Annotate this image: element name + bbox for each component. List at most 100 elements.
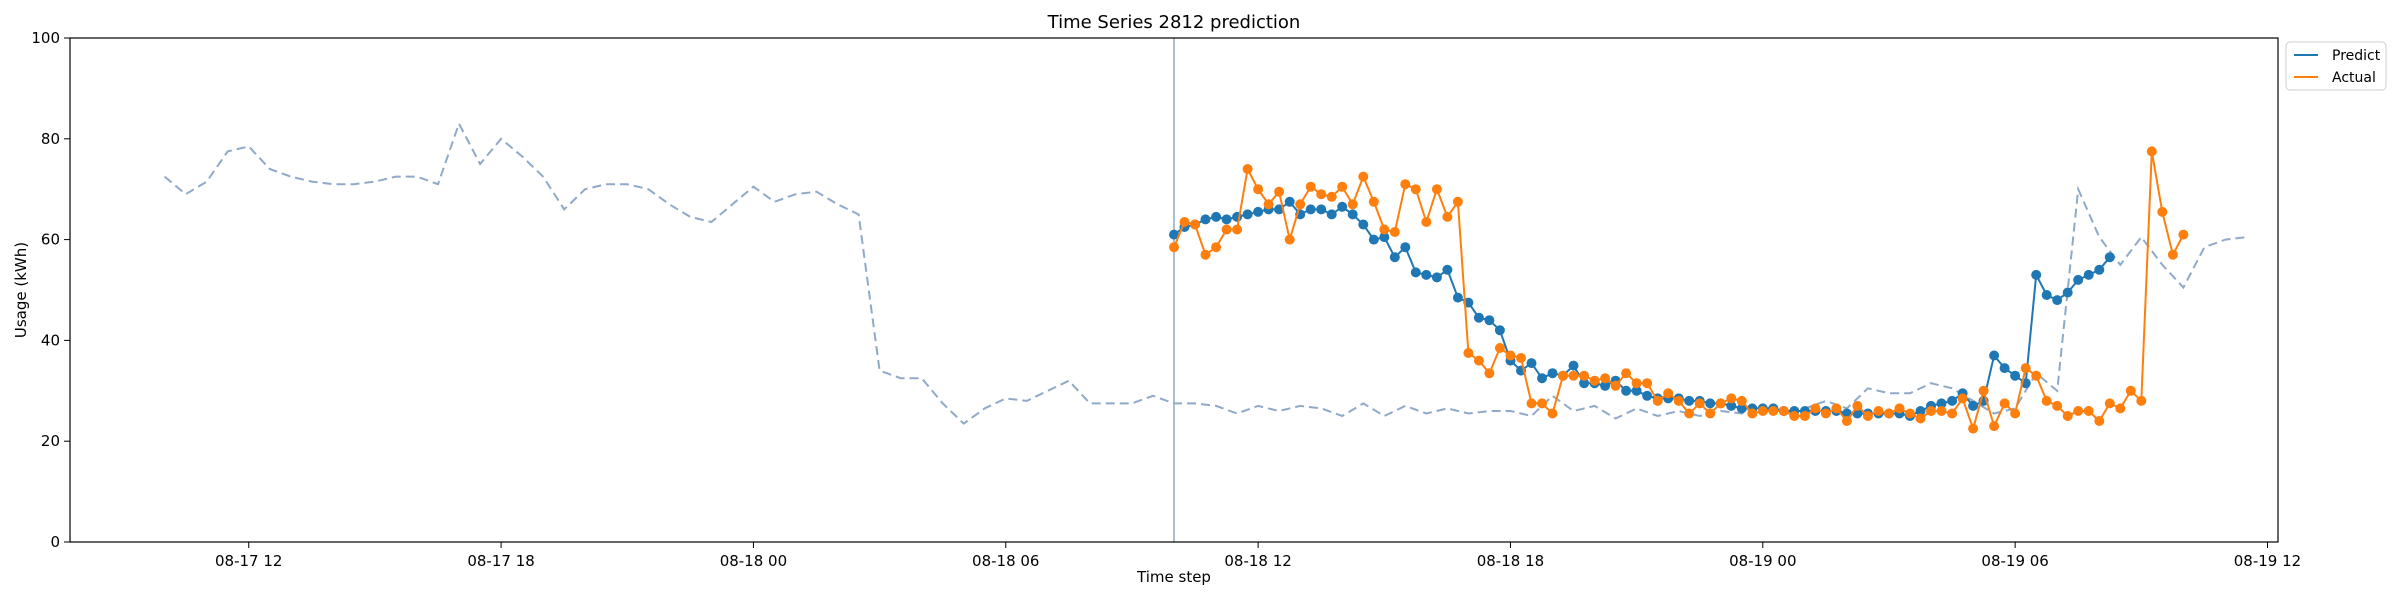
actual-point [1873,406,1884,416]
actual-point [1484,368,1495,379]
actual-point [1326,191,1337,202]
actual-point [1841,416,1852,426]
actual-point [1621,368,1632,379]
actual-point [1684,408,1695,419]
actual-point [1600,373,1611,384]
chart-title: Time Series 2812 prediction [1047,12,1301,33]
actual-point [1715,398,1726,409]
predict-point [1526,358,1537,369]
actual-point [1305,181,1316,192]
predict-point [1284,196,1295,207]
actual-point [2136,395,2147,406]
actual-point [1316,189,1327,200]
actual-point [1284,234,1295,245]
predict-point [1736,403,1747,414]
predict-point [1242,209,1253,220]
actual-point [1274,186,1285,197]
predict-point [1442,264,1453,275]
actual-point [1558,370,1568,381]
predict-point [1389,252,1400,263]
actual-point [2094,416,2105,426]
actual-point [1200,249,1211,260]
actual-point [1505,350,1516,361]
actual-point [2031,370,2042,381]
predict-point [1211,211,1222,222]
history-line [163,121,2247,425]
actual-point [2020,363,2031,374]
predict-point [1631,385,1642,396]
actual-point [1747,408,1758,419]
actual-point [1221,224,1232,235]
predict-point [1169,229,1179,240]
actual-point [1463,348,1474,358]
actual-point [2115,403,2126,414]
plot-frame [69,37,2279,543]
x-tick-label: 08-17 18 [467,552,534,570]
actual-point [1232,224,1243,235]
x-tick-label: 08-18 12 [1224,552,1291,570]
predict-point [2031,269,2042,280]
actual-point [2157,206,2168,217]
predict-point [1705,398,1716,409]
actual-point [1862,411,1873,421]
actual-point [2178,229,2189,240]
predict-point [1431,272,1442,283]
predict-point [1568,360,1579,371]
y-tick-label: 100 [31,29,60,47]
legend-actual-label: Actual [2332,70,2376,86]
predict-point [1400,242,1411,253]
predict-point [1579,378,1590,389]
predict-point [1494,325,1505,336]
actual-point [1831,403,1842,414]
y-tick-label: 60 [41,231,60,249]
x-tick-label: 08-17 12 [215,552,282,570]
predict-point [1484,315,1495,326]
actual-point [1884,408,1894,419]
predict-point [1947,395,1958,406]
actual-point [1999,398,2010,409]
actual-point [1242,164,1253,174]
actual-point [1568,370,1579,381]
actual-point [1516,353,1526,363]
x-tick-label: 08-19 12 [2234,552,2301,570]
actual-point [2104,398,2115,409]
actual-point [1905,408,1915,419]
actual-point [1989,421,2000,432]
legend: Predict Actual [2285,41,2387,91]
actual-point [1789,411,1800,421]
actual-point [1442,211,1453,222]
actual-point [1947,408,1958,419]
actual-point [2083,406,2094,416]
predict-point [1684,395,1695,406]
predict-point [1547,368,1558,379]
actual-point [1400,179,1411,190]
actual-point [1652,395,1663,406]
actual-point [1726,393,1737,404]
actual-point [1379,224,1390,235]
actual-point [1968,423,1979,434]
actual-point [2125,385,2136,396]
predict-point [1915,406,1926,416]
actual-point [1494,343,1505,353]
actual-point [1894,403,1905,414]
predict-point [2041,290,2052,300]
x-tick-label: 08-18 18 [1477,552,1544,570]
actual-point [1358,171,1369,182]
actual-point [1694,398,1705,409]
actual-point [1547,408,1558,419]
predict-point [1305,204,1316,215]
actual-point [1263,199,1274,210]
actual-point [1179,217,1190,227]
predict-point [1600,380,1611,391]
actual-point [1190,219,1200,230]
actual-point [1736,395,1747,406]
actual-point [1368,196,1379,207]
predict-point [2062,287,2073,298]
actual-point [1537,398,1547,409]
actual-point [1957,393,1968,404]
predict-point [1726,400,1737,411]
predict-point [2073,274,2084,285]
y-axis: 0 20 40 60 80 100 [31,29,70,551]
predict-point [1337,201,1348,212]
actual-point [1473,355,1484,366]
